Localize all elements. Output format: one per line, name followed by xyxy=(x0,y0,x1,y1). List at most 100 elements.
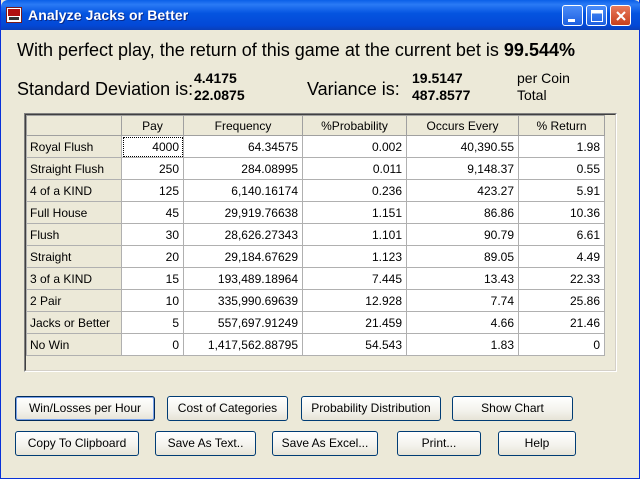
probability-cell[interactable]: 1.101 xyxy=(302,223,407,246)
occurs-every-cell[interactable]: 40,390.55 xyxy=(406,135,519,158)
return-cell[interactable]: 0.55 xyxy=(518,157,605,180)
occurs-every-cell[interactable]: 423.27 xyxy=(406,179,519,202)
variance-label: Variance is: xyxy=(307,79,400,99)
row-label: Full House xyxy=(26,201,122,224)
row-label: Flush xyxy=(26,223,122,246)
frequency-cell[interactable]: 29,919.76638 xyxy=(183,201,303,224)
help-button[interactable]: Help xyxy=(498,431,576,456)
pay-cell[interactable]: 45 xyxy=(121,201,184,224)
frequency-cell[interactable]: 335,990.69639 xyxy=(183,289,303,312)
probability-cell[interactable]: 1.151 xyxy=(302,201,407,224)
frequency-cell[interactable]: 64.34575 xyxy=(183,135,303,158)
frequency-cell[interactable]: 28,626.27343 xyxy=(183,223,303,246)
table-row[interactable]: 2 Pair 10 335,990.69639 12.928 7.74 25.86 xyxy=(26,289,605,312)
pay-cell[interactable]: 5 xyxy=(121,311,184,334)
column-header-pay[interactable]: Pay xyxy=(121,115,184,136)
pay-cell[interactable]: 30 xyxy=(121,223,184,246)
probability-cell[interactable]: 0.002 xyxy=(302,135,407,158)
pay-cell[interactable]: 10 xyxy=(121,289,184,312)
row-label: 3 of a KIND xyxy=(26,267,122,290)
frequency-cell[interactable]: 1,417,562.88795 xyxy=(183,333,303,356)
frequency-cell[interactable]: 29,184.67629 xyxy=(183,245,303,268)
table-row[interactable]: 4 of a KIND 125 6,140.16174 0.236 423.27 5.91 xyxy=(26,179,605,202)
probability-cell[interactable]: 0.236 xyxy=(302,179,407,202)
row-label: 2 Pair xyxy=(26,289,122,312)
return-cell[interactable]: 22.33 xyxy=(518,267,605,290)
std-dev-per-coin: 4.4175 xyxy=(194,70,237,86)
occurs-every-cell[interactable]: 89.05 xyxy=(406,245,519,268)
video-poker-app-icon xyxy=(6,7,22,23)
probability-cell[interactable]: 1.123 xyxy=(302,245,407,268)
probability-cell[interactable]: 12.928 xyxy=(302,289,407,312)
maximize-icon xyxy=(591,10,603,22)
window-title: Analyze Jacks or Better xyxy=(28,7,189,23)
copy-to-clipboard-button[interactable]: Copy To Clipboard xyxy=(15,431,139,456)
occurs-every-cell[interactable]: 86.86 xyxy=(406,201,519,224)
frequency-cell[interactable]: 557,697.91249 xyxy=(183,311,303,334)
grid-frame: Pay Frequency %Probability Occurs Every … xyxy=(25,114,616,371)
minimize-icon xyxy=(568,19,575,22)
table-row[interactable]: Full House 45 29,919.76638 1.151 86.86 10.36 xyxy=(26,201,605,224)
occurs-every-cell[interactable]: 9,148.37 xyxy=(406,157,519,180)
close-button[interactable] xyxy=(610,5,631,26)
probability-cell[interactable]: 21.459 xyxy=(302,311,407,334)
table-row[interactable]: Royal Flush 4000 64.34575 0.002 40,390.55 1.9… xyxy=(26,135,605,158)
cost-of-categories-button[interactable]: Cost of Categories xyxy=(167,396,288,421)
probability-distribution-button[interactable]: Probability Distribution xyxy=(301,396,441,421)
save-as-excel-button[interactable]: Save As Excel... xyxy=(272,431,378,456)
return-cell[interactable]: 21.46 xyxy=(518,311,605,334)
probability-cell[interactable]: 7.445 xyxy=(302,267,407,290)
table-row[interactable]: Jacks or Better 5 557,697.91249 21.459 4.66 2… xyxy=(26,311,605,334)
return-cell[interactable]: 25.86 xyxy=(518,289,605,312)
column-header-probability[interactable]: %Probability xyxy=(302,115,407,136)
row-label: Straight Flush xyxy=(26,157,122,180)
std-dev-label: Standard Deviation is: xyxy=(17,79,194,99)
return-cell[interactable]: 4.49 xyxy=(518,245,605,268)
row-label: Straight xyxy=(26,245,122,268)
frequency-cell[interactable]: 284.08995 xyxy=(183,157,303,180)
row-label: Jacks or Better xyxy=(26,311,122,334)
show-chart-button[interactable]: Show Chart xyxy=(452,396,573,421)
table-row[interactable]: No Win 0 1,417,562.88795 54.543 1.83 0 xyxy=(26,333,605,356)
pay-cell[interactable]: 15 xyxy=(121,267,184,290)
std-dev-total: 22.0875 xyxy=(194,87,245,103)
title-bar[interactable]: Analyze Jacks or Better xyxy=(1,0,640,30)
pay-cell[interactable]: 20 xyxy=(121,245,184,268)
results-grid[interactable]: Pay Frequency %Probability Occurs Every … xyxy=(24,113,617,372)
minimize-button[interactable] xyxy=(562,5,583,26)
results-table: Pay Frequency %Probability Occurs Every … xyxy=(26,115,605,356)
table-row[interactable]: Straight 20 29,184.67629 1.123 89.05 4.49 xyxy=(26,245,605,268)
return-cell[interactable]: 0 xyxy=(518,333,605,356)
print-button[interactable]: Print... xyxy=(397,431,481,456)
variance-per-coin: 19.5147 xyxy=(412,70,463,86)
occurs-every-cell[interactable]: 7.74 xyxy=(406,289,519,312)
occurs-every-cell[interactable]: 4.66 xyxy=(406,311,519,334)
pay-cell[interactable]: 0 xyxy=(121,333,184,356)
probability-cell[interactable]: 0.011 xyxy=(302,157,407,180)
pay-cell[interactable]: 125 xyxy=(121,179,184,202)
pay-cell[interactable]: 4000 xyxy=(121,135,184,158)
return-cell[interactable]: 6.61 xyxy=(518,223,605,246)
maximize-button[interactable] xyxy=(586,5,607,26)
return-cell[interactable]: 10.36 xyxy=(518,201,605,224)
column-header-occurs-every[interactable]: Occurs Every xyxy=(406,115,519,136)
total-label: Total xyxy=(517,87,547,103)
frequency-cell[interactable]: 6,140.16174 xyxy=(183,179,303,202)
probability-cell[interactable]: 54.543 xyxy=(302,333,407,356)
table-row[interactable]: 3 of a KIND 15 193,489.18964 7.445 13.43 22.3… xyxy=(26,267,605,290)
column-header-return[interactable]: % Return xyxy=(518,115,605,136)
occurs-every-cell[interactable]: 90.79 xyxy=(406,223,519,246)
row-label: No Win xyxy=(26,333,122,356)
occurs-every-cell[interactable]: 1.83 xyxy=(406,333,519,356)
table-row[interactable]: Straight Flush 250 284.08995 0.011 9,148.37 0… xyxy=(26,157,605,180)
table-row[interactable]: Flush 30 28,626.27343 1.101 90.79 6.61 xyxy=(26,223,605,246)
frequency-cell[interactable]: 193,489.18964 xyxy=(183,267,303,290)
save-as-text-button[interactable]: Save As Text.. xyxy=(155,431,256,456)
column-header-frequency[interactable]: Frequency xyxy=(183,115,303,136)
return-cell[interactable]: 5.91 xyxy=(518,179,605,202)
win-losses-per-hour-button[interactable]: Win/Losses per Hour xyxy=(15,396,155,421)
return-cell[interactable]: 1.98 xyxy=(518,135,605,158)
pay-cell[interactable]: 250 xyxy=(121,157,184,180)
occurs-every-cell[interactable]: 13.43 xyxy=(406,267,519,290)
